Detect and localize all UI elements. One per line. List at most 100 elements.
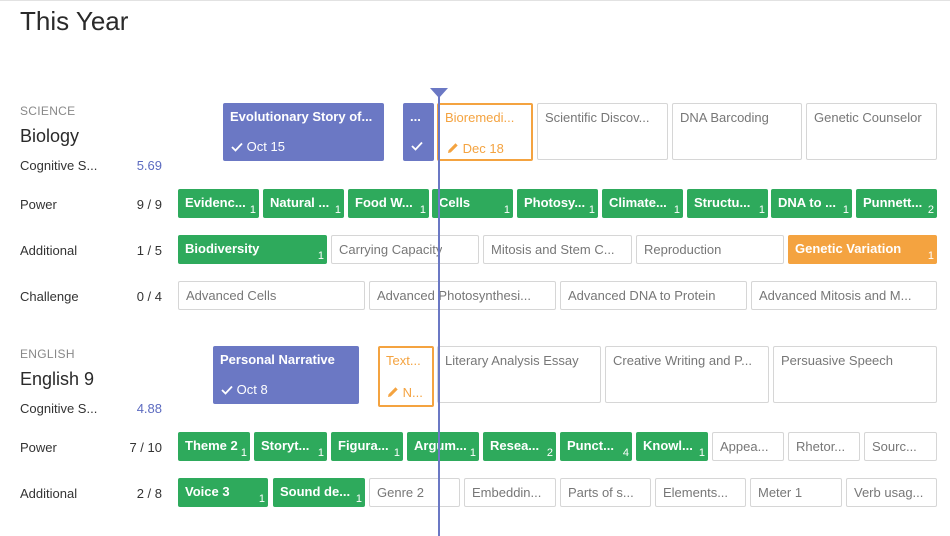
unit-title: DNA Barcoding (680, 110, 795, 125)
page-title: This Year (20, 6, 128, 37)
standard-title: Photosy... (524, 195, 588, 210)
standard-chip[interactable]: Verb usag... (846, 478, 937, 507)
standard-chip[interactable]: Mitosis and Stem C... (483, 235, 632, 264)
standard-chip[interactable]: Punnett... 2 (856, 189, 937, 218)
standard-title: Knowl... (643, 438, 698, 453)
check-icon (221, 385, 233, 395)
standard-chip[interactable]: Storyt... 1 (254, 432, 327, 461)
standard-title: Biodiversity (185, 241, 317, 256)
standard-chip[interactable]: DNA to ... 1 (771, 189, 852, 218)
standard-chip[interactable]: Carrying Capacity (331, 235, 479, 264)
standard-count: 1 (470, 447, 476, 459)
unit-card[interactable]: Personal Narrative Oct 8 (213, 346, 359, 404)
unit-card[interactable]: ... (403, 103, 434, 161)
standard-chip[interactable]: Voice 3 1 (178, 478, 268, 507)
standard-chip[interactable]: Rhetor... (788, 432, 860, 461)
subject-category: SCIENCE (20, 104, 75, 118)
standard-title: Resea... (490, 438, 546, 453)
standard-chip[interactable]: Genetic Variation 1 (788, 235, 937, 264)
unit-card[interactable]: DNA Barcoding (672, 103, 802, 160)
pencil-icon (387, 386, 399, 398)
standard-title: Elements... (663, 485, 741, 500)
standard-count: 1 (928, 250, 934, 262)
standard-count: 1 (318, 250, 324, 262)
subject-name[interactable]: Biology (20, 126, 79, 147)
standard-title: Sourc... (872, 439, 932, 454)
unit-card[interactable]: Literary Analysis Essay (437, 346, 601, 403)
standard-title: Punnett... (863, 195, 927, 210)
check-icon (231, 142, 243, 152)
unit-title: Literary Analysis Essay (445, 353, 595, 368)
unit-card[interactable]: Genetic Counselor (806, 103, 937, 160)
standard-chip[interactable]: Knowl... 1 (636, 432, 708, 461)
unit-card[interactable]: Scientific Discov... (537, 103, 668, 160)
unit-title: Creative Writing and P... (613, 353, 763, 368)
standard-count: 1 (759, 204, 765, 216)
cognitive-label: Cognitive S... (20, 401, 110, 416)
today-marker[interactable] (430, 88, 448, 98)
standard-title: Meter 1 (758, 485, 837, 500)
standard-title: Theme 2 (185, 438, 240, 453)
standard-chip[interactable]: Biodiversity 1 (178, 235, 327, 264)
unit-card[interactable]: Bioremedi... Dec 18 (437, 103, 533, 161)
unit-date: Dec 18 (463, 141, 504, 156)
standard-chip[interactable]: Cells 1 (432, 189, 513, 218)
standard-count: 1 (259, 493, 265, 505)
standard-title: Argum... (414, 438, 469, 453)
additional-count: 2 / 8 (118, 486, 162, 501)
unit-card[interactable]: Text... N... (378, 346, 434, 407)
standard-chip[interactable]: Meter 1 (750, 478, 842, 507)
standard-chip[interactable]: Structu... 1 (687, 189, 768, 218)
today-line (438, 92, 440, 536)
standard-chip[interactable]: Argum... 1 (407, 432, 479, 461)
unit-title: Evolutionary Story of... (230, 109, 378, 124)
unit-title: Genetic Counselor (814, 110, 932, 125)
standard-title: Verb usag... (854, 485, 932, 500)
standard-chip[interactable]: Advanced Photosynthesi... (369, 281, 556, 310)
power-label: Power (20, 197, 110, 212)
standard-title: Evidenc... (185, 195, 249, 210)
standard-chip[interactable]: Appea... (712, 432, 784, 461)
standard-title: Appea... (720, 439, 779, 454)
standard-count: 2 (928, 204, 934, 216)
unit-card[interactable]: Evolutionary Story of... Oct 15 (223, 103, 384, 161)
standard-chip[interactable]: Climate... 1 (602, 189, 683, 218)
unit-title: Persuasive Speech (781, 353, 931, 368)
standard-title: Mitosis and Stem C... (491, 242, 615, 257)
unit-title: ... (410, 109, 431, 124)
standard-title: Voice 3 (185, 484, 258, 499)
power-count: 9 / 9 (118, 197, 162, 212)
standard-chip[interactable]: Figura... 1 (331, 432, 403, 461)
standard-title: DNA to ... (778, 195, 842, 210)
unit-card[interactable]: Creative Writing and P... (605, 346, 769, 403)
standard-chip[interactable]: Food W... 1 (348, 189, 429, 218)
standard-chip[interactable]: Photosy... 1 (517, 189, 598, 218)
additional-count: 1 / 5 (118, 243, 162, 258)
standard-chip[interactable]: Advanced Cells (178, 281, 365, 310)
standard-chip[interactable]: Sound de... 1 (273, 478, 365, 507)
standard-chip[interactable]: Reproduction (636, 235, 784, 264)
standard-chip[interactable]: Advanced DNA to Protein (560, 281, 747, 310)
standard-chip[interactable]: Resea... 2 (483, 432, 556, 461)
standard-chip[interactable]: Punct... 4 (560, 432, 632, 461)
unit-date: N... (403, 385, 423, 400)
standard-count: 1 (504, 204, 510, 216)
unit-title: Scientific Discov... (545, 110, 661, 125)
standard-chip[interactable]: Embeddin... (464, 478, 556, 507)
standard-chip[interactable]: Genre 2 (369, 478, 460, 507)
unit-title: Personal Narrative (220, 352, 353, 367)
standard-chip[interactable]: Parts of s... (560, 478, 651, 507)
subject-category: ENGLISH (20, 347, 75, 361)
challenge-label: Challenge (20, 289, 110, 304)
standard-chip[interactable]: Advanced Mitosis and M... (751, 281, 937, 310)
standard-chip[interactable]: Sourc... (864, 432, 937, 461)
unit-card[interactable]: Persuasive Speech (773, 346, 937, 403)
subject-name[interactable]: English 9 (20, 369, 94, 390)
standard-chip[interactable]: Elements... (655, 478, 746, 507)
standard-chip[interactable]: Natural ... 1 (263, 189, 344, 218)
standard-title: Natural ... (270, 195, 334, 210)
standard-count: 1 (394, 447, 400, 459)
standard-count: 1 (843, 204, 849, 216)
standard-chip[interactable]: Evidenc... 1 (178, 189, 259, 218)
